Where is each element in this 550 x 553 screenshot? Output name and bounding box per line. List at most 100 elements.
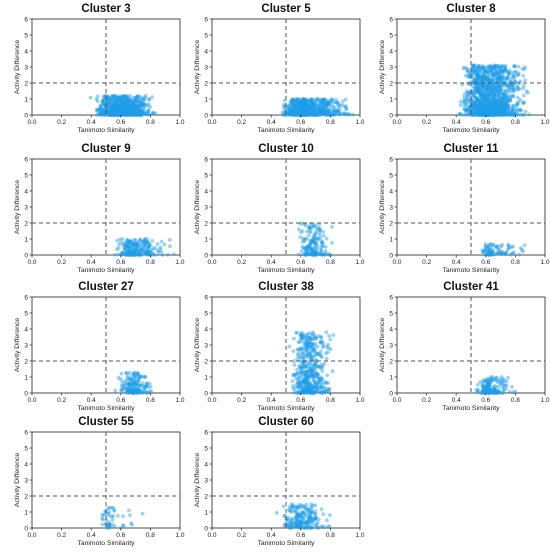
data-point: [132, 245, 136, 249]
data-point: [156, 248, 160, 253]
data-point: [301, 106, 306, 110]
data-point: [115, 238, 119, 243]
y-tick-label: 3: [24, 204, 28, 211]
data-point: [286, 112, 291, 117]
data-point: [107, 506, 112, 510]
data-point: [479, 106, 484, 111]
data-point: [489, 112, 494, 116]
data-point: [294, 507, 299, 512]
y-tick-label: 4: [204, 188, 208, 195]
data-point: [491, 252, 495, 257]
data-point: [308, 380, 312, 385]
data-point: [133, 110, 138, 115]
data-point: [314, 243, 318, 247]
data-point: [145, 237, 150, 242]
data-point: [478, 111, 483, 116]
data-point: [130, 250, 135, 255]
data-point: [313, 341, 318, 346]
data-point: [324, 389, 329, 394]
data-point: [113, 105, 118, 110]
data-point: [172, 252, 176, 257]
data-point: [484, 112, 489, 116]
data-point: [305, 390, 309, 394]
data-point: [485, 85, 490, 90]
data-point: [301, 236, 306, 241]
data-point: [130, 109, 135, 113]
data-point: [288, 111, 293, 116]
data-point: [125, 110, 130, 115]
data-point: [480, 382, 485, 387]
data-point: [114, 98, 118, 103]
chart-title: Cluster 38: [258, 281, 314, 293]
data-point: [106, 112, 110, 117]
data-point: [487, 94, 492, 98]
data-point: [495, 111, 500, 116]
data-point: [495, 110, 500, 115]
data-point: [489, 102, 493, 107]
data-point: [499, 375, 504, 380]
data-point: [298, 99, 303, 104]
data-point: [136, 388, 141, 392]
data-point: [486, 74, 490, 79]
data-point: [109, 112, 113, 117]
data-point: [296, 339, 301, 344]
data-point: [314, 515, 318, 520]
data-point: [484, 112, 489, 117]
data-point: [291, 112, 295, 117]
data-point: [305, 112, 309, 117]
data-point: [134, 249, 139, 254]
data-point: [290, 109, 295, 114]
data-point: [116, 107, 120, 111]
data-point: [119, 387, 124, 392]
data-point: [315, 364, 320, 369]
data-point: [511, 74, 516, 79]
x-tick-label: 0.0: [392, 259, 401, 266]
data-point: [142, 385, 147, 390]
data-point: [118, 111, 123, 116]
data-point: [488, 109, 493, 114]
data-point: [130, 102, 134, 107]
data-point: [126, 98, 131, 103]
x-axis-label: Tanimoto Similarity: [257, 267, 315, 274]
data-point: [311, 113, 316, 117]
data-point: [135, 372, 140, 376]
data-point: [131, 391, 135, 395]
data-point: [317, 110, 322, 114]
data-point: [310, 387, 314, 391]
data-point: [303, 103, 308, 107]
data-point: [116, 102, 121, 106]
data-point: [324, 103, 329, 108]
data-point: [300, 107, 305, 112]
data-point: [486, 77, 491, 82]
data-point: [312, 109, 317, 113]
data-point: [494, 71, 499, 76]
data-point: [485, 382, 490, 387]
data-point: [484, 77, 489, 82]
data-point: [299, 105, 304, 110]
data-point: [125, 94, 130, 99]
data-point: [509, 93, 514, 98]
data-point: [476, 113, 481, 117]
data-point: [111, 97, 116, 102]
data-point: [475, 77, 480, 82]
data-point: [302, 379, 306, 384]
data-point: [315, 250, 319, 254]
data-point: [320, 369, 325, 373]
data-point: [522, 100, 527, 105]
data-point: [305, 377, 310, 381]
data-point: [472, 63, 477, 68]
data-point: [298, 112, 303, 117]
data-point: [301, 104, 305, 109]
data-point: [496, 391, 501, 395]
data-point: [106, 103, 111, 108]
data-point: [134, 95, 139, 100]
data-point: [325, 100, 330, 105]
data-point: [125, 109, 129, 114]
data-point: [144, 249, 149, 254]
data-point: [484, 94, 489, 98]
data-point: [128, 387, 133, 392]
data-point: [486, 64, 491, 69]
data-point: [116, 376, 121, 380]
data-point: [300, 99, 305, 103]
data-point: [500, 78, 505, 83]
